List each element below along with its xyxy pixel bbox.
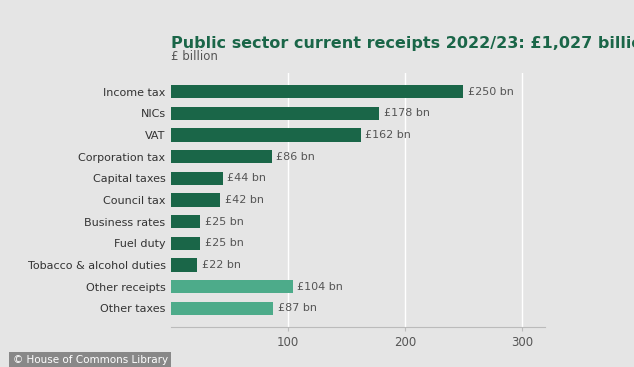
Bar [171, 193, 220, 207]
Text: £87 bn: £87 bn [278, 304, 316, 313]
Bar [171, 172, 223, 185]
Text: £162 bn: £162 bn [365, 130, 411, 140]
Bar [171, 258, 197, 272]
Text: £42 bn: £42 bn [225, 195, 264, 205]
Text: £25 bn: £25 bn [205, 217, 244, 227]
Text: £25 bn: £25 bn [205, 239, 244, 248]
Text: © House of Commons Library: © House of Commons Library [13, 355, 168, 365]
Text: £86 bn: £86 bn [276, 152, 315, 161]
Bar [171, 85, 463, 98]
Bar [171, 237, 200, 250]
Text: £250 bn: £250 bn [468, 87, 514, 97]
Text: £44 bn: £44 bn [227, 173, 266, 184]
Text: £ billion: £ billion [171, 50, 218, 63]
Bar [171, 302, 273, 315]
Bar [171, 106, 379, 120]
Text: Public sector current receipts 2022/23: £1,027 billion: Public sector current receipts 2022/23: … [171, 36, 634, 51]
Bar [171, 150, 272, 163]
Bar [171, 128, 361, 142]
Text: £178 bn: £178 bn [384, 108, 430, 118]
Text: £22 bn: £22 bn [202, 260, 240, 270]
Bar [171, 280, 293, 294]
Bar [171, 215, 200, 228]
Text: £104 bn: £104 bn [297, 282, 343, 292]
